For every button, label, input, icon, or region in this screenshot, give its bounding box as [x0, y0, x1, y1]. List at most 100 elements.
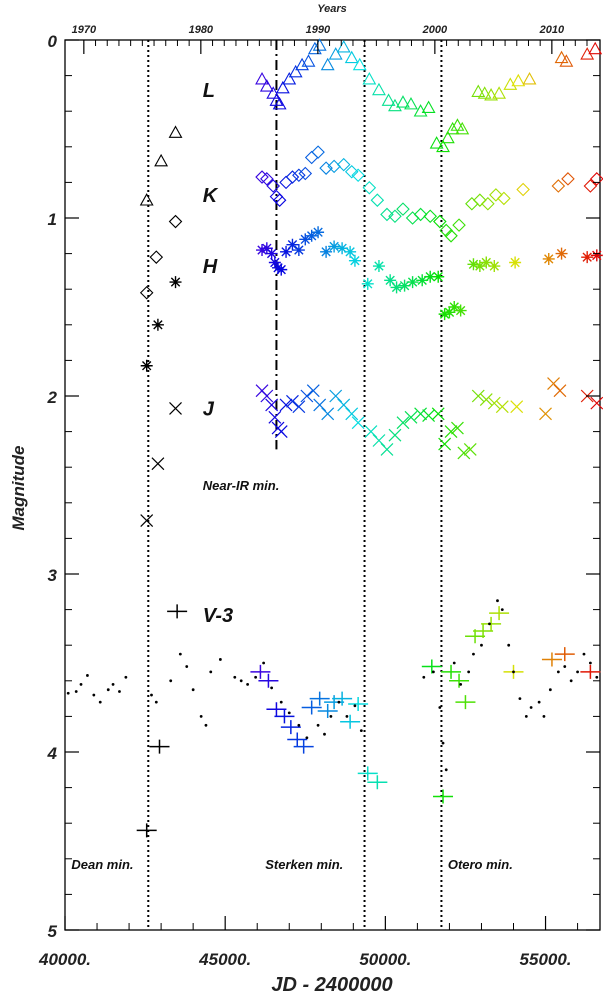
- data-point: [480, 643, 483, 647]
- data-point: [524, 715, 528, 718]
- data-point: [590, 249, 603, 262]
- data-point: [336, 39, 351, 53]
- data-point: [372, 260, 385, 273]
- data-point: [313, 398, 327, 412]
- data-point: [372, 434, 386, 447]
- data-point: [293, 739, 314, 754]
- data-point: [304, 150, 319, 165]
- series-k: [139, 145, 603, 300]
- minimum-lines: [147, 40, 443, 930]
- band-label-h: H: [203, 256, 218, 278]
- data-point: [337, 398, 351, 412]
- data-point: [463, 442, 477, 456]
- data-point: [286, 394, 299, 408]
- data-point: [422, 675, 426, 679]
- data-point: [384, 274, 397, 287]
- data-point: [168, 214, 183, 229]
- data-point: [473, 623, 494, 638]
- series-v-3: [136, 604, 601, 838]
- data-point: [481, 616, 502, 631]
- data-point: [191, 688, 195, 692]
- series-l: [139, 38, 603, 206]
- data-point: [529, 706, 533, 709]
- annotation-label: Sterken min.: [265, 857, 343, 872]
- data-point: [86, 674, 89, 677]
- data-point: [381, 93, 396, 106]
- data-point: [118, 690, 121, 693]
- data-point: [436, 139, 450, 153]
- top-axis-title: Years: [317, 3, 347, 15]
- series-j: [140, 377, 603, 528]
- x-tick-label: 45000.: [198, 950, 251, 969]
- data-point: [473, 193, 487, 207]
- data-point: [590, 172, 603, 186]
- data-point: [467, 258, 480, 271]
- data-point: [484, 88, 499, 101]
- band-label-l: L: [203, 80, 215, 102]
- data-point: [551, 179, 566, 193]
- y-tick-label: 1: [48, 210, 57, 229]
- data-point: [380, 442, 394, 456]
- data-point: [280, 720, 301, 735]
- data-point: [317, 704, 338, 719]
- y-tick-label: 5: [48, 922, 58, 941]
- data-point: [595, 675, 599, 679]
- data-point: [444, 229, 458, 243]
- data-point: [169, 679, 173, 683]
- data-point: [432, 670, 435, 674]
- data-point: [275, 263, 288, 276]
- data-point: [275, 80, 290, 94]
- series-v-3-visual: [66, 599, 599, 772]
- year-tick-label: 1990: [306, 24, 331, 36]
- data-point: [507, 643, 511, 647]
- data-point: [367, 775, 388, 790]
- data-point: [328, 240, 341, 253]
- data-point: [353, 704, 357, 708]
- plot-frame: [64, 39, 601, 931]
- data-point: [569, 679, 573, 683]
- data-point: [285, 170, 300, 184]
- data-point: [438, 308, 451, 321]
- data-point: [487, 396, 501, 410]
- data-point: [432, 270, 445, 283]
- data-point: [260, 389, 274, 403]
- data-point: [348, 254, 361, 267]
- data-point: [553, 384, 567, 398]
- data-point: [512, 670, 515, 674]
- data-point: [522, 72, 537, 85]
- data-point: [269, 93, 284, 106]
- data-point: [286, 238, 299, 251]
- data-point: [388, 209, 402, 223]
- data-point: [306, 384, 320, 398]
- data-point: [274, 425, 288, 439]
- data-point: [309, 691, 330, 706]
- data-point: [272, 193, 287, 207]
- data-point: [298, 166, 313, 181]
- data-point: [548, 688, 552, 692]
- data-point: [450, 118, 465, 131]
- data-point: [292, 400, 306, 414]
- data-point: [518, 697, 522, 700]
- data-point: [443, 306, 456, 319]
- data-point: [489, 188, 503, 202]
- data-point: [300, 389, 314, 403]
- data-point: [287, 711, 291, 715]
- data-point: [239, 679, 243, 683]
- data-point: [329, 389, 343, 403]
- data-point: [233, 675, 237, 679]
- data-point: [503, 77, 518, 90]
- data-point: [509, 256, 522, 269]
- data-point: [287, 732, 308, 747]
- data-point: [328, 47, 343, 60]
- data-point: [537, 700, 541, 704]
- data-point: [580, 664, 601, 679]
- data-point: [268, 410, 282, 424]
- data-point: [218, 658, 222, 661]
- data-point: [449, 673, 470, 688]
- data-point: [495, 400, 509, 414]
- data-point: [351, 168, 365, 183]
- y-tick-label: 0: [48, 32, 58, 51]
- data-point: [344, 50, 359, 64]
- data-point: [559, 54, 574, 67]
- data-point: [477, 86, 492, 99]
